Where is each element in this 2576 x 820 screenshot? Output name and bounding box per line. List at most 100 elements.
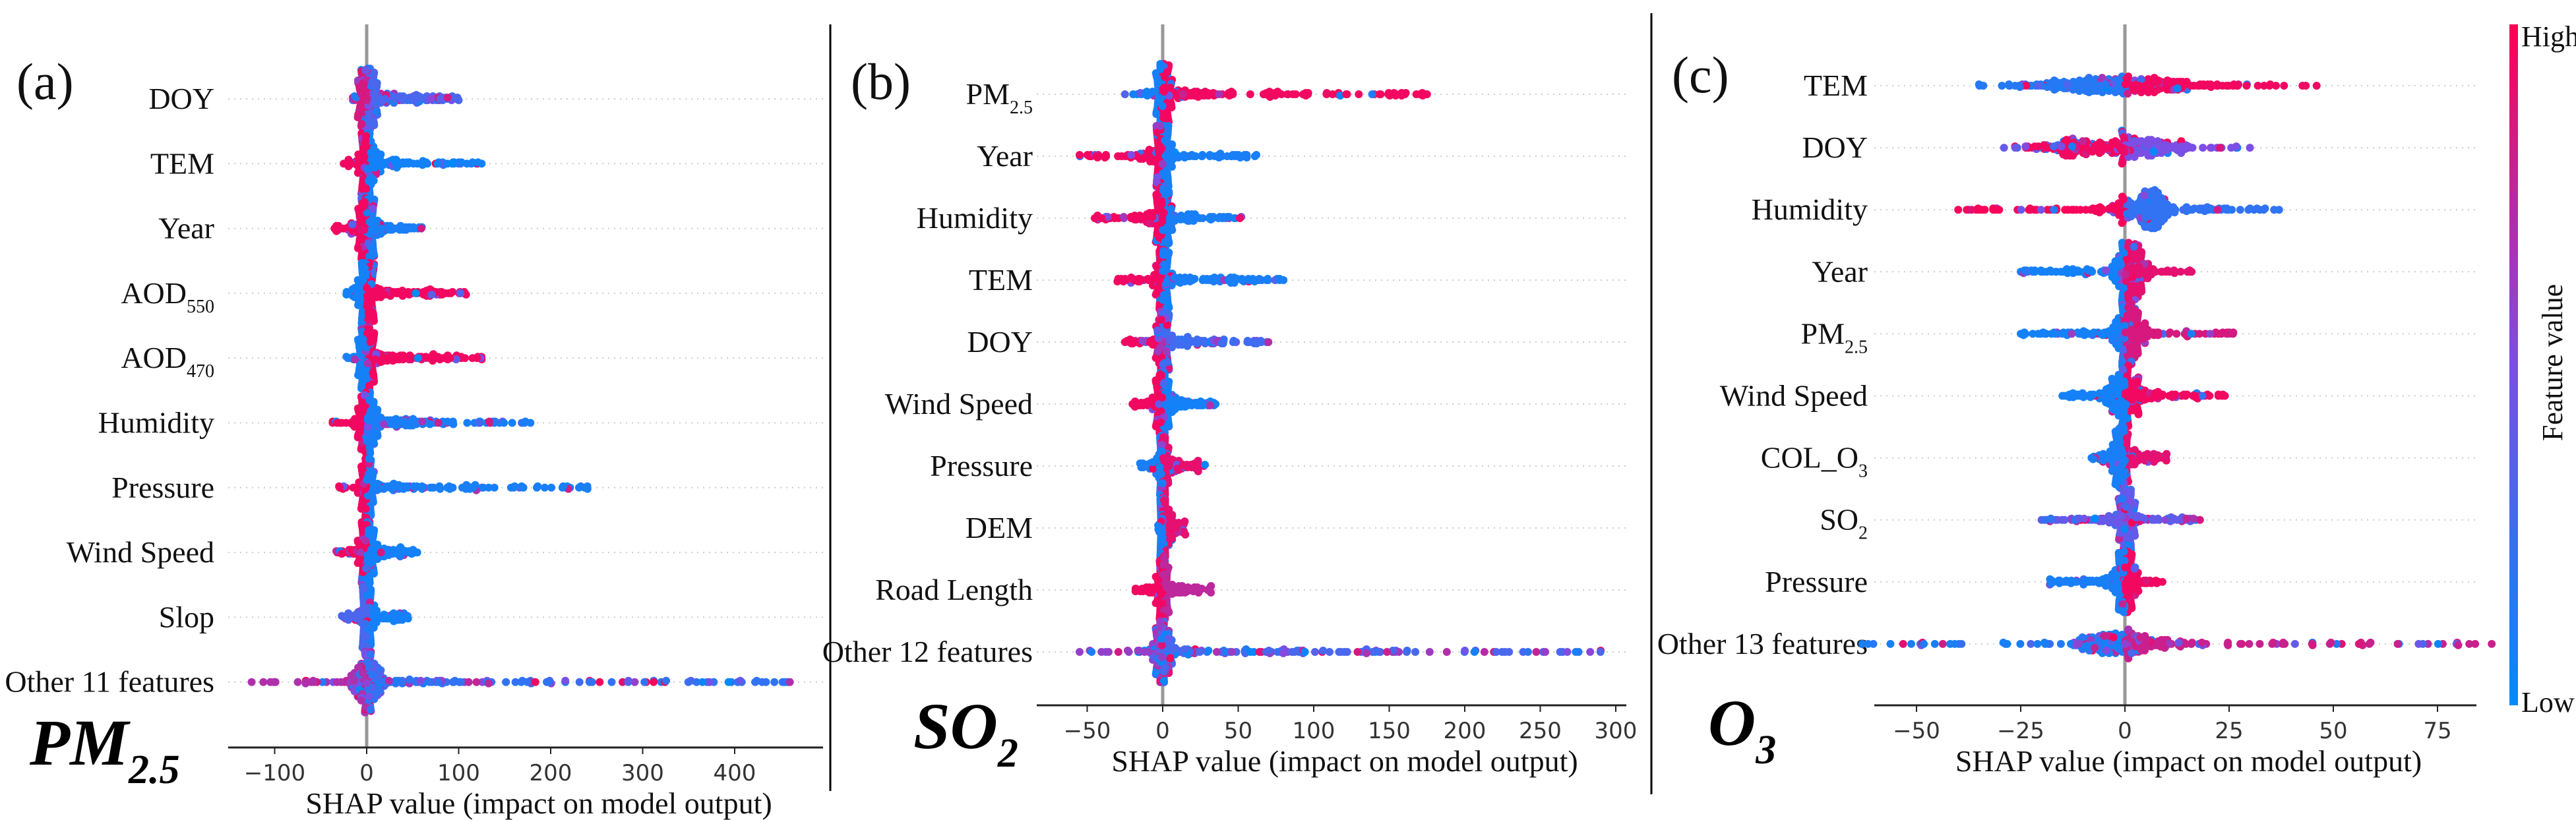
shap-point <box>406 224 415 233</box>
shap-point <box>366 338 375 347</box>
feature-row-points <box>335 453 592 522</box>
shap-point <box>1148 88 1157 96</box>
shap-point <box>397 613 406 622</box>
x-axis-title: SHAP value (impact on model output) <box>1111 744 1578 778</box>
x-tick-label: −50 <box>1064 718 1111 744</box>
shap-point <box>372 484 381 493</box>
shap-point <box>1155 144 1164 152</box>
shap-point <box>448 678 457 686</box>
shap-point <box>1159 114 1168 122</box>
shap-point <box>364 165 372 173</box>
shap-point <box>360 225 369 234</box>
shap-point <box>360 153 369 161</box>
shap-point <box>1342 90 1351 98</box>
feature-name: Pressure <box>111 471 214 504</box>
shap-point <box>370 96 379 104</box>
shap-point <box>365 218 374 226</box>
shap-point <box>1192 89 1200 97</box>
feature-label: Wind Speed <box>67 535 214 569</box>
shap-point <box>414 354 422 363</box>
feature-name: Year <box>977 139 1033 173</box>
shap-point <box>429 483 438 492</box>
pollutant-name: PM <box>29 706 131 779</box>
shap-point <box>456 289 465 297</box>
shap-point <box>1328 90 1337 98</box>
shap-point <box>365 396 374 405</box>
x-tick-label: 400 <box>714 760 756 786</box>
shap-point <box>1301 90 1310 98</box>
shap-point <box>448 483 457 492</box>
shap-point <box>367 705 375 714</box>
shap-point <box>365 526 373 535</box>
shap-point <box>1161 73 1169 81</box>
shap-point <box>1091 152 1100 160</box>
feature-row-points <box>1076 122 1260 190</box>
shap-point <box>381 95 389 103</box>
shap-point <box>345 157 353 165</box>
shap-point <box>363 359 372 368</box>
shap-point <box>361 66 370 74</box>
shap-point <box>485 417 493 426</box>
feature-row-points <box>1120 60 1431 129</box>
shap-point <box>770 678 779 686</box>
shap-point <box>342 287 351 296</box>
shap-point <box>1145 146 1153 154</box>
shap-point <box>371 90 379 98</box>
shap-point <box>428 355 437 364</box>
shap-point <box>354 112 362 120</box>
shap-point <box>348 220 357 229</box>
panel-label: (b) <box>851 53 911 110</box>
shap-point <box>391 94 400 102</box>
feature-row-points <box>1091 184 1246 252</box>
shap-point <box>468 158 477 167</box>
shap-point <box>355 212 364 221</box>
shap-point <box>1163 172 1172 180</box>
shap-point <box>531 678 539 686</box>
shap-point <box>1236 154 1244 161</box>
shap-point <box>381 290 389 299</box>
shap-point <box>472 678 481 686</box>
shap-point <box>352 614 360 623</box>
feature-name: Humidity <box>98 406 214 440</box>
feature-label: DOY <box>148 82 214 115</box>
feature-name: Wind Speed <box>67 535 214 569</box>
shap-point <box>418 417 427 426</box>
shap-point <box>1076 151 1084 159</box>
shap-point <box>443 94 452 102</box>
shap-point <box>342 419 350 427</box>
feature-subscript: 550 <box>187 297 214 317</box>
shap-point <box>389 287 398 296</box>
shap-point <box>368 80 377 88</box>
shap-point <box>523 678 532 686</box>
x-tick-label: 0 <box>1155 718 1170 744</box>
shap-point <box>511 678 520 686</box>
shap-point <box>456 678 465 686</box>
feature-row-points <box>342 324 486 393</box>
feature-subscript: 2.5 <box>1010 98 1033 118</box>
pollutant-subscript: 2.5 <box>128 747 180 792</box>
shap-point <box>361 137 370 146</box>
feature-row-points <box>342 258 470 328</box>
feature-name: PM <box>966 77 1010 111</box>
shap-point <box>502 678 510 686</box>
feature-row-points <box>247 647 794 717</box>
shap-point <box>381 354 389 363</box>
shap-point <box>1252 151 1260 159</box>
shap-point <box>404 547 413 556</box>
shap-point <box>387 224 396 233</box>
shap-point <box>363 283 371 292</box>
feature-label: TEM <box>150 146 214 180</box>
shap-point <box>410 482 418 490</box>
shap-point <box>334 221 343 230</box>
shap-point <box>417 224 425 233</box>
shap-point <box>1120 90 1129 98</box>
shap-point <box>705 678 714 686</box>
shap-point <box>394 481 403 489</box>
shap-point <box>370 613 379 622</box>
shap-point <box>684 678 692 686</box>
shap-point <box>362 633 371 641</box>
shap-point <box>358 668 367 677</box>
shap-point <box>359 276 367 284</box>
shap-point <box>354 299 363 308</box>
